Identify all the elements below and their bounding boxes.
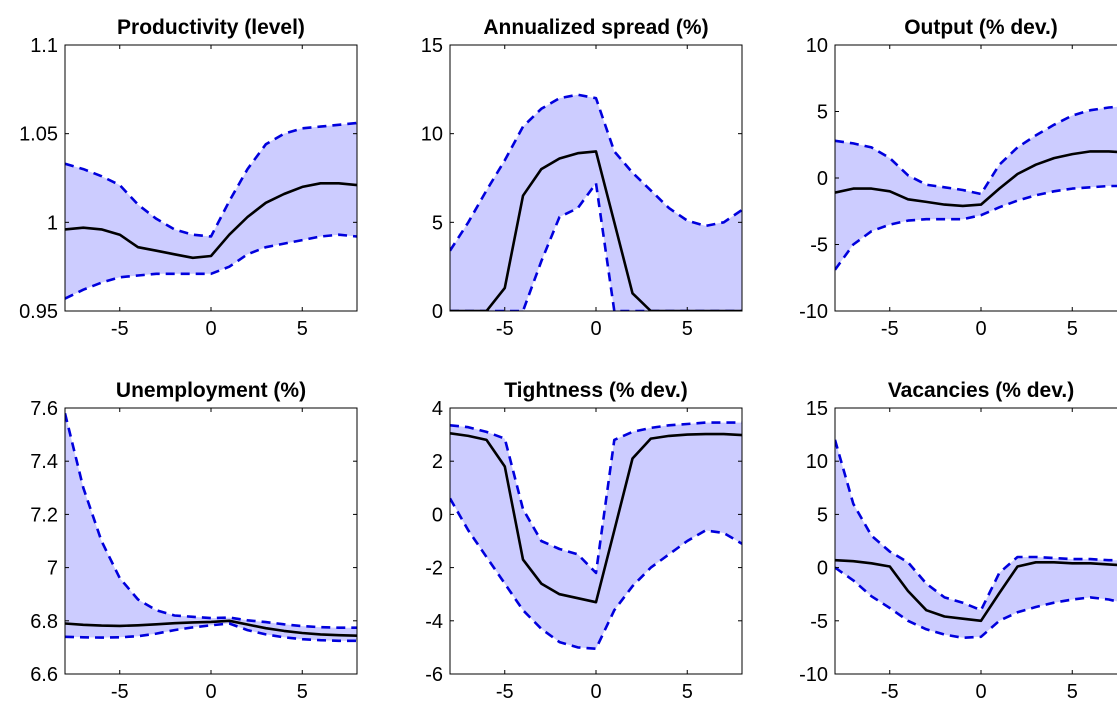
- y-tick-label: -5: [810, 611, 828, 633]
- panel-title: Productivity (level): [117, 16, 305, 39]
- y-tick-label: 5: [817, 504, 828, 526]
- plot-area: [835, 105, 1117, 271]
- x-tick-label: 5: [1067, 318, 1078, 340]
- x-tick-label: 5: [297, 318, 308, 340]
- panel-title: Output (% dev.): [904, 16, 1058, 39]
- y-tick-label: -10: [799, 301, 828, 323]
- x-tick-label: 0: [590, 318, 601, 340]
- y-tick-label: 1.1: [30, 35, 58, 57]
- x-tick-label: 5: [682, 318, 693, 340]
- lower-bound-line: [450, 497, 742, 651]
- confidence-band: [450, 422, 742, 649]
- x-tick-label: 0: [205, 681, 216, 703]
- panel-4: -5 0 5 6.6 6.8 7 7.2 7.4 7.6 Unemployment (%): [30, 379, 358, 703]
- y-tick-label: 5: [817, 102, 828, 124]
- plot-area: [450, 421, 742, 651]
- y-tick-label: 4: [432, 398, 443, 420]
- y-tick-label: 7.6: [30, 398, 58, 420]
- y-tick-label: -6: [425, 664, 443, 686]
- x-tick-label: 5: [297, 681, 308, 703]
- panel-title: Vacancies (% dev.): [888, 379, 1074, 402]
- y-tick-label: 10: [806, 451, 828, 473]
- median-line: [835, 150, 1117, 208]
- median-line: [450, 150, 742, 311]
- median-line: [65, 619, 357, 637]
- x-tick-label: -5: [881, 681, 899, 703]
- x-tick-label: 5: [682, 681, 693, 703]
- panel-2: -5 0 5 0 5 10 15 Annualized spread (%): [421, 16, 743, 340]
- x-tick-label: -5: [496, 318, 514, 340]
- upper-bound-line: [450, 421, 742, 575]
- confidence-band: [450, 94, 742, 311]
- y-tick-label: -10: [799, 664, 828, 686]
- y-tick-label: 10: [421, 124, 443, 146]
- x-tick-label: 5: [1067, 681, 1078, 703]
- panel-title: Tightness (% dev.): [504, 379, 688, 402]
- x-tick-label: -5: [111, 681, 129, 703]
- y-tick-label: 7.4: [30, 451, 58, 473]
- y-tick-label: 5: [432, 212, 443, 234]
- x-tick-label: 0: [975, 318, 986, 340]
- y-tick-label: 2: [432, 451, 443, 473]
- plot-area: [65, 121, 357, 300]
- panel-title: Annualized spread (%): [483, 16, 708, 39]
- lower-bound-line: [835, 566, 1117, 640]
- y-tick-label: 0.95: [19, 301, 58, 323]
- upper-bound-line: [835, 439, 1117, 612]
- y-tick-label: 15: [421, 35, 443, 57]
- x-tick-label: 0: [205, 318, 216, 340]
- median-line: [65, 182, 357, 260]
- confidence-band: [65, 413, 357, 641]
- y-tick-label: -4: [425, 611, 443, 633]
- y-tick-label: 15: [806, 398, 828, 420]
- plot-area: [835, 439, 1117, 640]
- plot-area: [65, 412, 357, 643]
- y-tick-label: 0: [432, 504, 443, 526]
- panel-title: Unemployment (%): [116, 379, 306, 402]
- x-tick-label: -5: [496, 681, 514, 703]
- x-tick-label: -5: [881, 318, 899, 340]
- panel-5: -5 0 5 -6 -4 -2 0 2 4 Tightness (% dev.): [425, 379, 743, 703]
- median-line: [835, 558, 1117, 623]
- upper-bound-line: [65, 121, 357, 238]
- y-tick-label: 0: [432, 301, 443, 323]
- y-tick-label: 7: [47, 558, 58, 580]
- y-tick-label: 0: [817, 168, 828, 190]
- y-tick-label: 6.6: [30, 664, 58, 686]
- plot-area: [450, 93, 742, 311]
- x-tick-label: 0: [975, 681, 986, 703]
- upper-bound-line: [450, 93, 742, 252]
- median-line: [450, 432, 742, 604]
- y-tick-label: 0: [817, 558, 828, 580]
- x-tick-label: 0: [590, 681, 601, 703]
- upper-bound-line: [835, 105, 1117, 196]
- lower-bound-line: [65, 622, 357, 643]
- y-tick-label: 1: [47, 212, 58, 234]
- lower-bound-line: [835, 184, 1117, 271]
- y-tick-label: 7.2: [30, 504, 58, 526]
- upper-bound-line: [65, 412, 357, 630]
- panel-3: -5 0 5 -10 -5 0 5 10 Output (% dev.): [799, 16, 1117, 340]
- confidence-band: [65, 123, 357, 299]
- x-tick-label: -5: [111, 318, 129, 340]
- y-tick-label: 1.05: [19, 124, 58, 146]
- panel-1: -5 0 5 0.95 1 1.05 1.1 Productivity (level): [19, 16, 358, 340]
- y-tick-label: 6.8: [30, 611, 58, 633]
- y-tick-label: -5: [810, 235, 828, 257]
- confidence-band: [835, 106, 1117, 270]
- panel-6: -5 0 5 -10 -5 0 5 10 15 Vacancies (% dev.): [799, 379, 1117, 703]
- y-tick-label: 10: [806, 35, 828, 57]
- lower-bound-line: [65, 233, 357, 300]
- y-tick-label: -2: [425, 558, 443, 580]
